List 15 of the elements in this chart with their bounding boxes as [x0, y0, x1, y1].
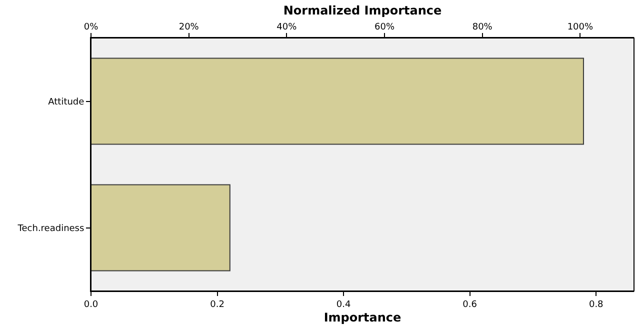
x2-tick-label: 100%: [567, 22, 594, 32]
x2-axis-title: Normalized Importance: [283, 4, 442, 18]
x2-tick-label: 20%: [178, 22, 200, 32]
x-tick-label: 0.8: [588, 300, 604, 310]
x2-tick-label: 60%: [374, 22, 395, 32]
x-axis-title: Importance: [324, 310, 402, 325]
x2-tick-label: 0%: [84, 22, 99, 32]
x2-tick-label: 40%: [276, 22, 298, 32]
x2-tick-label: 80%: [472, 22, 493, 32]
x-tick-label: 0.6: [462, 300, 478, 310]
x-tick-label: 0.4: [336, 300, 351, 310]
x-tick-label: 0.2: [210, 300, 224, 310]
y-tick-label: Attitude: [48, 97, 85, 108]
y-tick-label: Tech.readiness: [16, 224, 85, 234]
x-tick-label: 0.0: [84, 300, 98, 310]
